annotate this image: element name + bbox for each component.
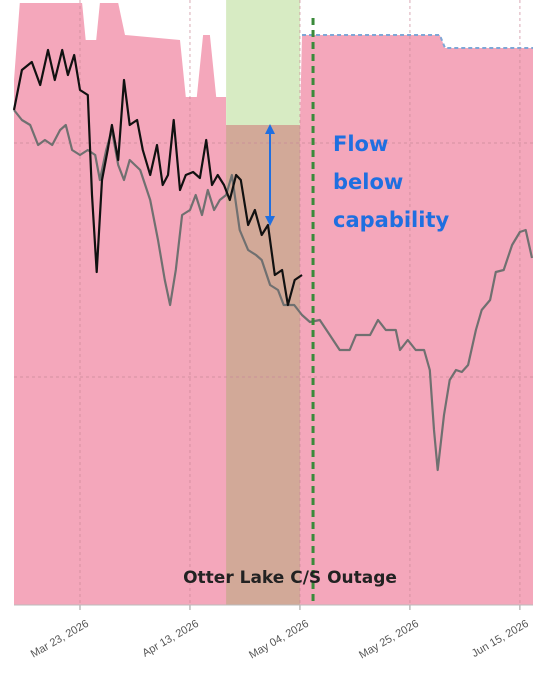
x-tick-label: May 04, 2026: [247, 618, 311, 662]
annotation-text: below: [333, 170, 403, 194]
outage-window: [226, 0, 300, 125]
outage-band: [226, 125, 300, 605]
x-tick-label: Apr 13, 2026: [140, 618, 201, 660]
annotation-text: capability: [333, 208, 449, 232]
annotation-text: Flow: [333, 132, 388, 156]
flow-line: [12, 48, 303, 307]
x-tick-label: Jun 15, 2026: [470, 618, 531, 660]
outage-label: Otter Lake C/S Outage: [183, 568, 397, 588]
x-tick-label: Mar 23, 2026: [29, 618, 91, 661]
x-tick-label: May 25, 2026: [357, 618, 421, 662]
flow-line: [13, 109, 534, 472]
